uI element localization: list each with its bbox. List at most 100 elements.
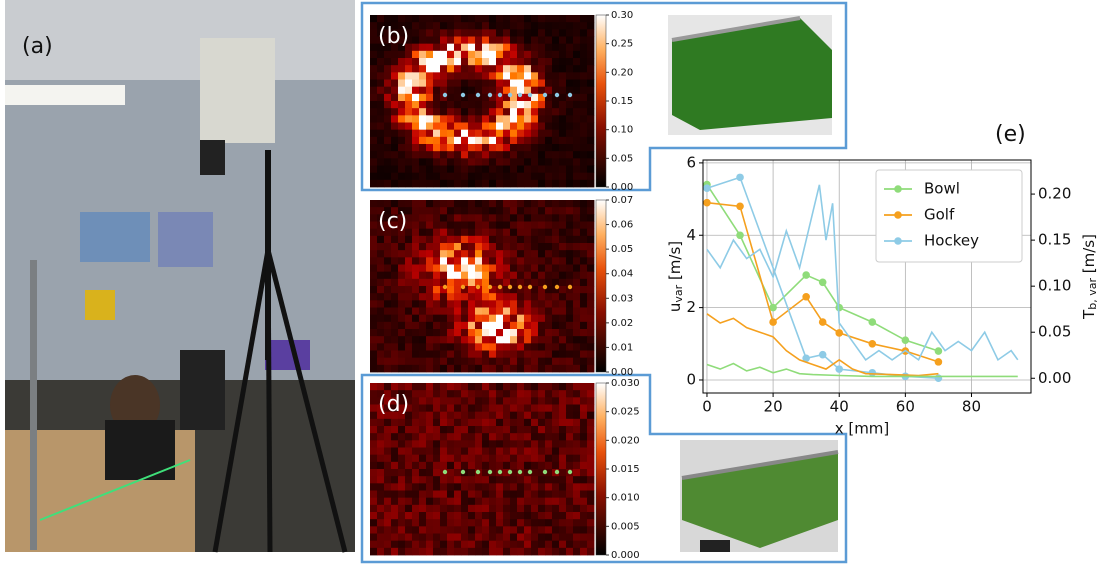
- heatmap-cell: [440, 404, 448, 413]
- heatmap-cell: [524, 336, 532, 344]
- heatmap-cell: [377, 329, 385, 337]
- heatmap-cell: [440, 286, 448, 294]
- heatmap-cell: [475, 122, 483, 131]
- heatmap-cell: [531, 250, 539, 258]
- heatmap-cell: [419, 257, 427, 265]
- heatmap-cell: [559, 490, 567, 499]
- heatmap-cell: [489, 122, 497, 131]
- heatmap-cell: [475, 179, 483, 188]
- heatmap-cell: [384, 461, 392, 470]
- heatmap-cell: [405, 343, 413, 351]
- heatmap-cell: [545, 43, 553, 52]
- heatmap-cell: [489, 50, 497, 59]
- heatmap-cell: [489, 151, 497, 159]
- heatmap-cell: [426, 108, 434, 116]
- heatmap-cell: [496, 447, 504, 456]
- heatmap-cell: [573, 364, 581, 373]
- heatmap-cell: [384, 390, 392, 398]
- heatmap-cell: [468, 454, 476, 463]
- heatmap-cell: [552, 250, 560, 258]
- heatmap-cell: [517, 512, 525, 520]
- heatmap-cell: [377, 350, 385, 359]
- heatmap-cell: [552, 476, 560, 484]
- heatmap-cell: [461, 108, 469, 116]
- heatmap-cell: [440, 300, 448, 308]
- heatmap-cell: [580, 447, 588, 456]
- heatmap-cell: [580, 214, 588, 222]
- heatmap-cell: [384, 72, 392, 80]
- heatmap-cell: [370, 136, 378, 145]
- heatmap-cell: [573, 50, 581, 59]
- heatmap-cell: [517, 364, 525, 373]
- heatmap-cell: [510, 512, 518, 520]
- heatmap-cell: [405, 293, 413, 301]
- heatmap-cell: [531, 136, 539, 145]
- heatmap-cell: [587, 404, 595, 413]
- heatmap-cell: [384, 115, 392, 123]
- heatmap-cell: [573, 108, 581, 116]
- heatmap: [370, 200, 595, 373]
- heatmap-cell: [468, 214, 476, 222]
- heatmap-cell: [468, 86, 476, 95]
- heatmap-cell: [475, 440, 483, 448]
- heatmap-cell: [545, 336, 553, 344]
- heatmap-cell: [587, 243, 595, 251]
- heatmap-cell: [496, 329, 504, 337]
- heatmap-cell: [552, 214, 560, 222]
- heatmap-cell: [461, 86, 469, 95]
- heatmap-cell: [552, 357, 560, 366]
- heatmap-cell: [580, 115, 588, 123]
- heatmap-cell: [384, 50, 392, 59]
- heatmap-cell: [454, 122, 462, 131]
- heatmap-cell: [482, 221, 490, 230]
- heatmap-cell: [377, 165, 385, 174]
- heatmap-cell: [419, 483, 427, 491]
- heatmap-cell: [440, 115, 448, 123]
- heatmap-cell: [566, 158, 574, 166]
- heatmap-cell: [559, 540, 567, 549]
- heatmap-cell: [517, 15, 525, 23]
- heatmap-cell: [580, 364, 588, 373]
- heatmap-cell: [531, 65, 539, 73]
- heatmap-cell: [391, 321, 399, 330]
- heatmap-cell: [566, 343, 574, 351]
- heatmap-cell: [391, 476, 399, 484]
- heatmap-cell: [482, 151, 490, 159]
- heatmap-cell: [503, 228, 511, 237]
- heatmap-cell: [482, 426, 490, 434]
- heatmap-cell: [412, 497, 420, 506]
- heatmap-cell: [545, 72, 553, 80]
- heatmap-cell: [398, 129, 406, 138]
- heatmap-cell: [489, 490, 497, 499]
- heatmap-cell: [461, 447, 469, 456]
- heatmap-cell: [524, 343, 532, 351]
- heatmap-cell: [482, 397, 490, 405]
- heatmap-cell: [531, 504, 539, 513]
- heatmap-cell: [447, 50, 455, 59]
- heatmap-cell: [587, 512, 595, 520]
- heatmap-cell: [454, 397, 462, 405]
- heatmap-cell: [482, 72, 490, 80]
- heatmap-cell: [517, 300, 525, 308]
- heatmap-cell: [510, 86, 518, 95]
- heatmap-cell: [503, 36, 511, 45]
- heatmap-cell: [468, 250, 476, 258]
- heatmap-cell: [524, 93, 532, 102]
- heatmap-cell: [503, 165, 511, 174]
- heatmap-cell: [587, 540, 595, 549]
- heatmap-cell: [370, 286, 378, 294]
- heatmap-cell: [545, 129, 553, 138]
- heatmap-cell: [384, 454, 392, 463]
- heatmap-cell: [398, 329, 406, 337]
- heatmap-cell: [384, 129, 392, 138]
- heatmap-cell: [412, 43, 420, 52]
- heatmap-cell: [545, 136, 553, 145]
- heatmap-cell: [377, 228, 385, 237]
- heatmap-cell: [412, 86, 420, 95]
- heatmap-cell: [461, 497, 469, 506]
- heatmap-cell: [538, 364, 546, 373]
- heatmap-cell: [545, 79, 553, 88]
- heatmap-cell: [398, 433, 406, 441]
- heatmap-cell: [510, 483, 518, 491]
- heatmap-cell: [587, 79, 595, 88]
